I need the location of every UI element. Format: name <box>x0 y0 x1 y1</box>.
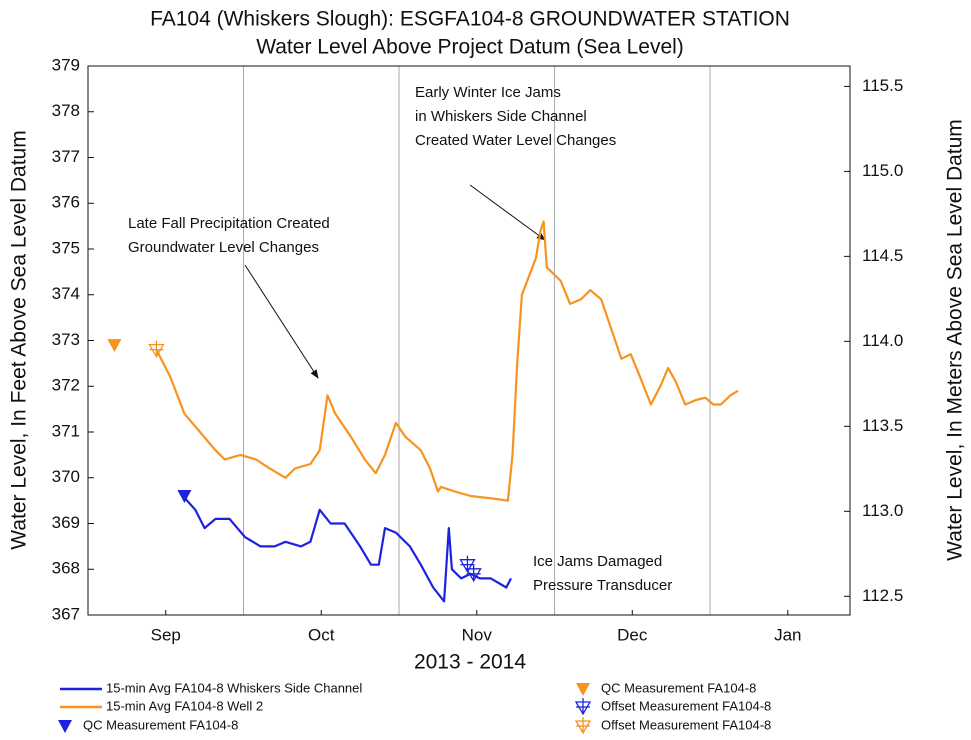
annotation-arrow <box>469 184 546 241</box>
offset-marker <box>574 717 592 735</box>
legend-label: QC Measurement FA104-8 <box>83 717 238 732</box>
plot-frame <box>87 65 851 616</box>
x-axis-label: 2013 - 2014 <box>414 651 526 674</box>
series-line <box>182 495 512 603</box>
y2-tick-label: 113.0 <box>862 501 903 520</box>
y-tick-label: 373 <box>52 330 80 349</box>
y-tick-label: 370 <box>52 467 80 486</box>
y-tick-label: 372 <box>52 376 80 395</box>
qc-marker <box>177 490 192 504</box>
y-tick-label: 376 <box>52 193 80 212</box>
annotation-arrow <box>244 264 319 379</box>
y-tick-label: 379 <box>52 55 80 74</box>
y-tick-label: 367 <box>52 604 80 623</box>
y-tick-label: 378 <box>52 101 80 120</box>
y-tick-label: 369 <box>52 513 80 532</box>
offset-marker <box>465 564 482 583</box>
y2-tick-label: 114.0 <box>862 331 903 350</box>
y2-tick-label: 114.5 <box>862 246 903 265</box>
qc-marker <box>58 720 72 733</box>
legend-label: 15-min Avg FA104-8 Well 2 <box>106 698 263 713</box>
offset-marker <box>148 340 165 358</box>
legend-item: QC Measurement FA104-8 <box>58 717 238 733</box>
legend-item: Offset Measurement FA104-8 <box>574 717 771 735</box>
legend-label: QC Measurement FA104-8 <box>601 680 756 695</box>
legend-label: Offset Measurement FA104-8 <box>601 698 771 713</box>
annotation: in Whiskers Side Channel <box>415 108 587 125</box>
x-tick-label: Sep <box>151 625 181 644</box>
legend-item: 15-min Avg FA104-8 Well 2 <box>60 698 263 713</box>
y2-tick-label: 115.0 <box>862 161 903 180</box>
y2-axis-label: Water Level, In Meters Above Sea Level D… <box>944 119 967 561</box>
legend-item: 15-min Avg FA104-8 Whiskers Side Channel <box>60 680 362 695</box>
annotation: Pressure Transducer <box>533 577 672 594</box>
x-tick-label: Jan <box>774 625 801 644</box>
legend-item: QC Measurement FA104-8 <box>576 680 756 696</box>
y-tick-label: 375 <box>52 238 80 257</box>
y-tick-label: 371 <box>52 421 80 440</box>
annotation: Created Water Level Changes <box>415 132 616 149</box>
legend-label: Offset Measurement FA104-8 <box>601 717 771 732</box>
x-tick-label: Nov <box>462 625 493 644</box>
y-tick-label: 377 <box>52 147 80 166</box>
qc-marker <box>107 339 122 353</box>
legend-label: 15-min Avg FA104-8 Whiskers Side Channel <box>106 680 362 695</box>
chart-title: FA104 (Whiskers Slough): ESGFA104-8 GROU… <box>150 8 790 31</box>
y2-tick-label: 113.5 <box>862 416 903 435</box>
qc-marker <box>576 683 590 696</box>
y2-tick-label: 115.5 <box>862 76 903 95</box>
annotation: Groundwater Level Changes <box>128 239 319 256</box>
offset-marker <box>574 698 592 716</box>
y2-tick-label: 112.5 <box>862 586 903 605</box>
chart-subtitle: Water Level Above Project Datum (Sea Lev… <box>256 36 684 59</box>
series-line <box>155 220 739 502</box>
annotation: Early Winter Ice Jams <box>415 84 561 101</box>
x-tick-label: Oct <box>308 625 335 644</box>
y-tick-label: 368 <box>52 559 80 578</box>
x-tick-label: Dec <box>617 625 648 644</box>
annotation: Late Fall Precipitation Created <box>128 215 330 232</box>
y-tick-label: 374 <box>52 284 80 303</box>
annotation: Ice Jams Damaged <box>533 553 662 570</box>
legend-item: Offset Measurement FA104-8 <box>574 698 771 716</box>
y-axis-label: Water Level, In Feet Above Sea Level Dat… <box>8 130 31 549</box>
